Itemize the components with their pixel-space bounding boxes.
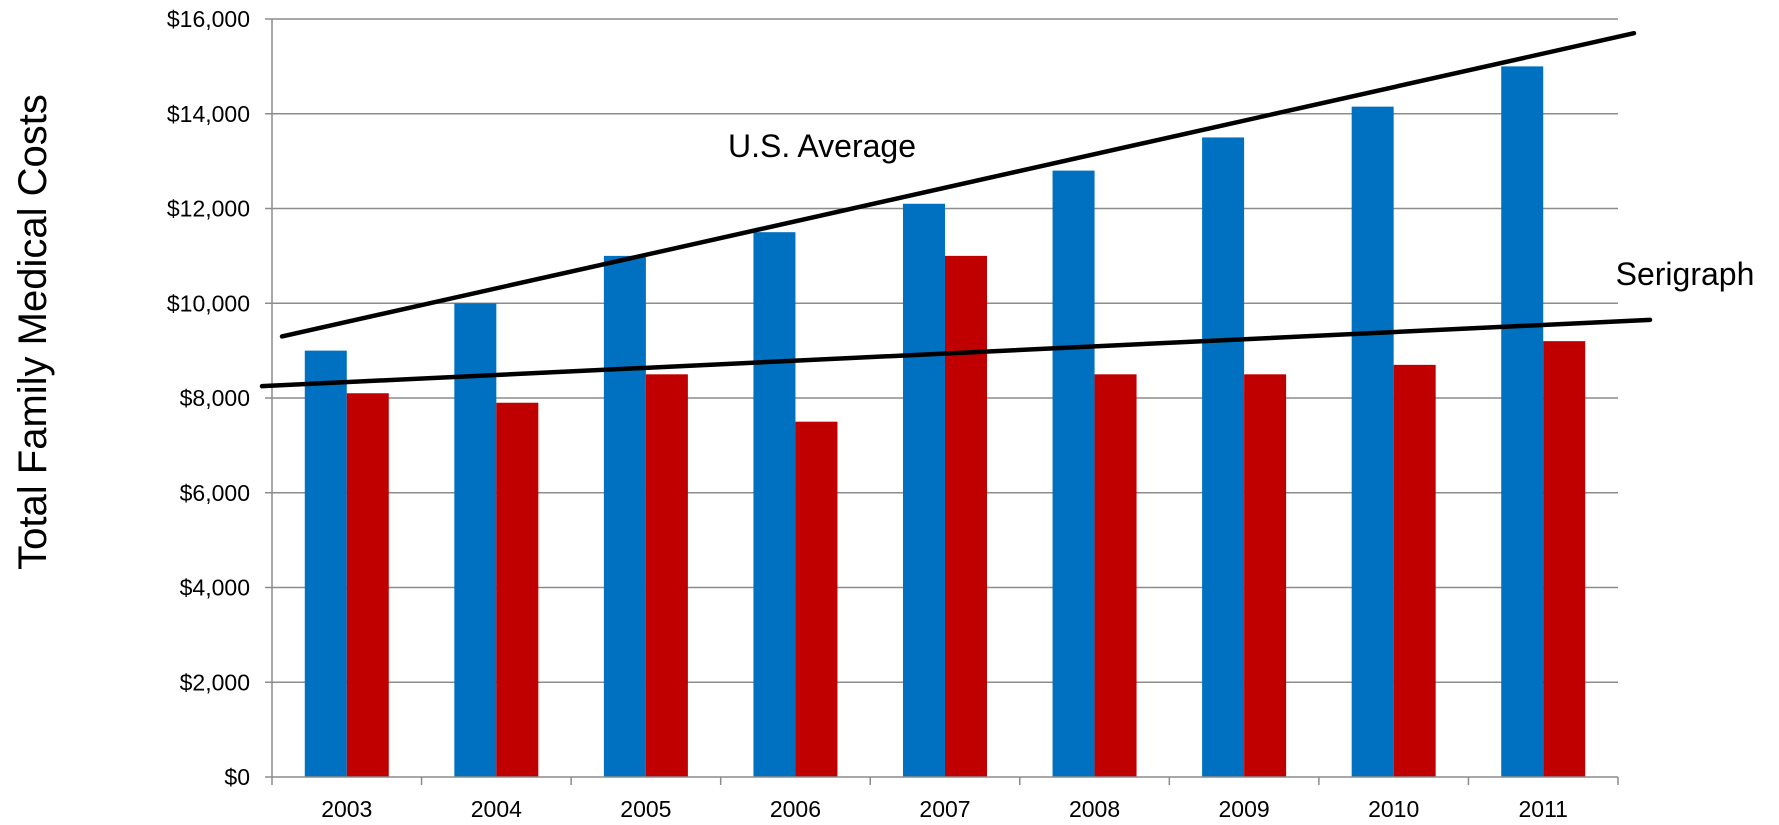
bar: [346, 393, 389, 777]
trend-lines: [259, 30, 1653, 389]
bar: [1052, 170, 1095, 778]
y-axis-title: Total Family Medical Costs: [11, 94, 55, 570]
x-tick-label: 2004: [471, 796, 522, 820]
bar: [1351, 106, 1394, 778]
bar: [1094, 374, 1137, 777]
x-tick-label: 2010: [1368, 796, 1419, 820]
bar: [603, 255, 646, 777]
axes: [265, 18, 1619, 785]
bar: [1543, 341, 1586, 777]
trend-line: [279, 30, 1637, 339]
x-tick-label: 2009: [1219, 796, 1270, 820]
bar: [1501, 66, 1544, 777]
bar: [753, 232, 796, 777]
x-tick-label: 2005: [620, 796, 671, 820]
trend-line-label: U.S. Average: [728, 128, 916, 164]
bar: [496, 402, 539, 777]
labels: $0 $2,000 $4,000 $6,000 $8,000 $10,000 $12,000…: [167, 6, 1755, 822]
bar: [1202, 137, 1245, 777]
bar: [304, 350, 347, 777]
x-tick-label: 2003: [321, 796, 372, 820]
y-tick-label: $14,000: [167, 101, 250, 127]
bar: [903, 203, 945, 777]
y-tick-label: $2,000: [180, 669, 250, 695]
bar: [454, 303, 497, 777]
y-tick-label: $4,000: [180, 575, 250, 601]
y-tick-label: $12,000: [167, 196, 250, 222]
y-tick-label: $16,000: [167, 6, 250, 32]
bars: [304, 66, 1586, 778]
bar: [645, 374, 688, 777]
bar: [1244, 374, 1287, 777]
trend-line: [259, 317, 1653, 389]
trend-line-label: Serigraph: [1616, 256, 1755, 292]
x-tick-label: 2008: [1069, 796, 1120, 820]
bar: [1393, 364, 1436, 777]
x-tick-label: 2007: [919, 796, 970, 820]
y-tick-label: $8,000: [180, 385, 250, 411]
y-tick-label: $10,000: [167, 290, 250, 316]
bar: [945, 255, 987, 777]
x-tick-label: 2011: [1518, 796, 1567, 820]
y-tick-label: $6,000: [180, 480, 250, 506]
y-tick-label: $0: [224, 764, 250, 790]
bar: [795, 421, 838, 777]
x-tick-label: 2006: [770, 796, 821, 820]
